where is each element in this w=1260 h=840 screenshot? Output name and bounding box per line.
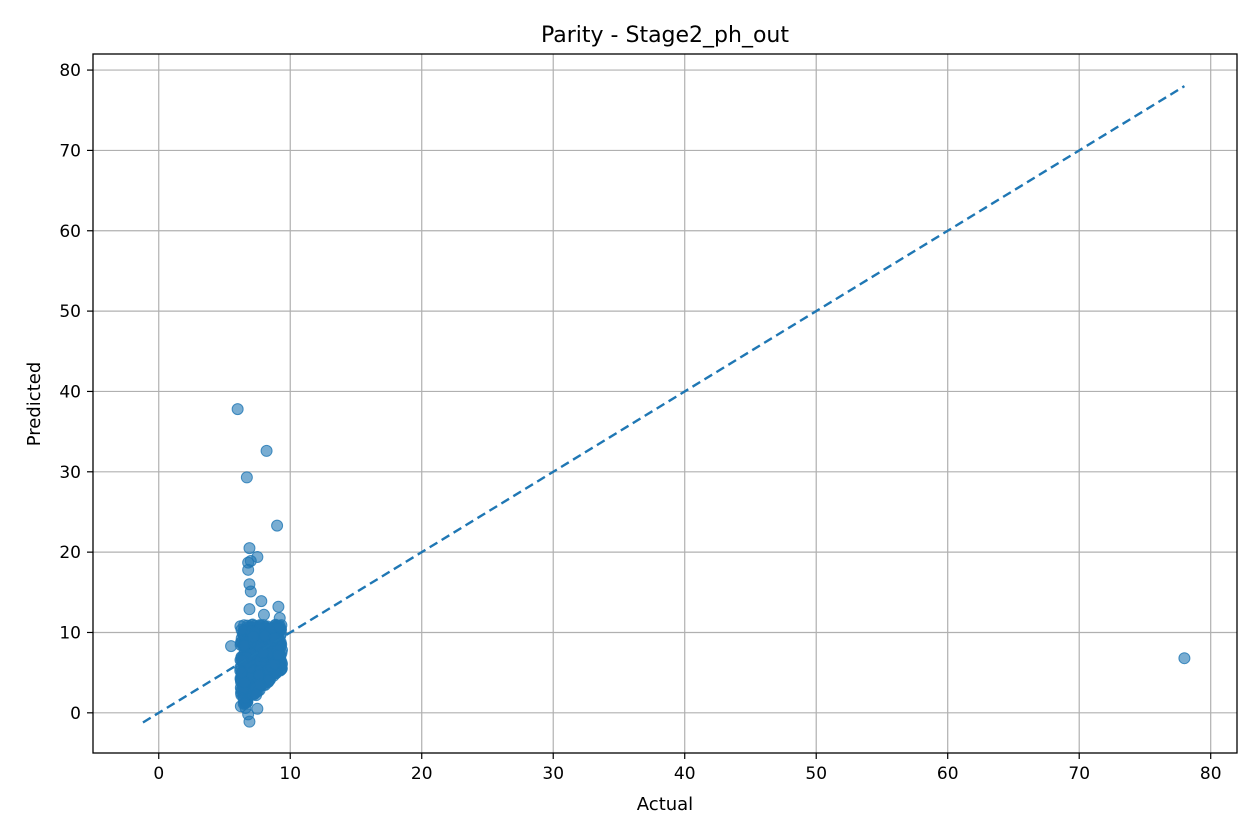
x-tick-label: 70: [1068, 764, 1090, 784]
y-tick-label: 10: [59, 623, 81, 643]
scatter-point: [244, 585, 257, 598]
scatter-point: [243, 542, 256, 555]
y-tick-label: 30: [59, 463, 81, 483]
scatter-point: [242, 563, 255, 576]
scatter-point: [250, 689, 263, 702]
x-tick-label: 60: [937, 764, 959, 784]
x-tick-label: 40: [674, 764, 696, 784]
scatter-point: [247, 630, 260, 643]
x-tick-label: 30: [542, 764, 564, 784]
y-axis-label: Predicted: [24, 362, 45, 447]
scatter-point: [243, 603, 256, 616]
parity-reference-line: [142, 85, 1186, 724]
scatter-point: [255, 595, 268, 608]
scatter-point: [273, 612, 286, 625]
y-tick-label: 20: [59, 543, 81, 563]
scatter-point: [260, 444, 273, 457]
plot-frame: [92, 53, 1238, 754]
y-tick-label: 70: [59, 141, 81, 161]
y-tick-label: 60: [59, 222, 81, 242]
y-tick-label: 80: [59, 61, 81, 81]
scatter-point: [231, 403, 244, 416]
x-tick-label: 50: [805, 764, 827, 784]
y-tick-label: 0: [70, 704, 81, 724]
scatter-point: [1178, 652, 1191, 665]
scatter-point: [257, 608, 270, 621]
scatter-point: [243, 715, 256, 728]
chart-title: Parity - Stage2_ph_out: [541, 23, 789, 48]
x-axis-label: Actual: [637, 794, 693, 815]
scatter-point: [258, 629, 271, 642]
scatter-point: [235, 666, 248, 679]
parity-line: [142, 85, 1186, 724]
scatter-points: [225, 403, 1191, 728]
x-tick-label: 80: [1200, 764, 1222, 784]
x-tick-label: 10: [279, 764, 301, 784]
x-tick-label: 20: [411, 764, 433, 784]
scatter-point: [271, 519, 284, 532]
scatter-point: [238, 639, 251, 652]
y-tick-label: 40: [59, 382, 81, 402]
scatter-point: [235, 623, 248, 636]
scatter-point: [240, 471, 253, 484]
scatter-point: [272, 648, 285, 661]
x-axis-ticks: 0 10 20 30 40 50 60 70 80: [153, 753, 1222, 784]
scatter-point: [225, 640, 238, 653]
scatter-point: [253, 678, 266, 691]
scatter-point: [272, 600, 285, 613]
x-tick-label: 0: [153, 764, 164, 784]
y-axis-ticks: 0 10 20 30 40 50 60 70 80: [59, 61, 93, 724]
scatter-point: [251, 702, 264, 715]
y-tick-label: 50: [59, 302, 81, 322]
